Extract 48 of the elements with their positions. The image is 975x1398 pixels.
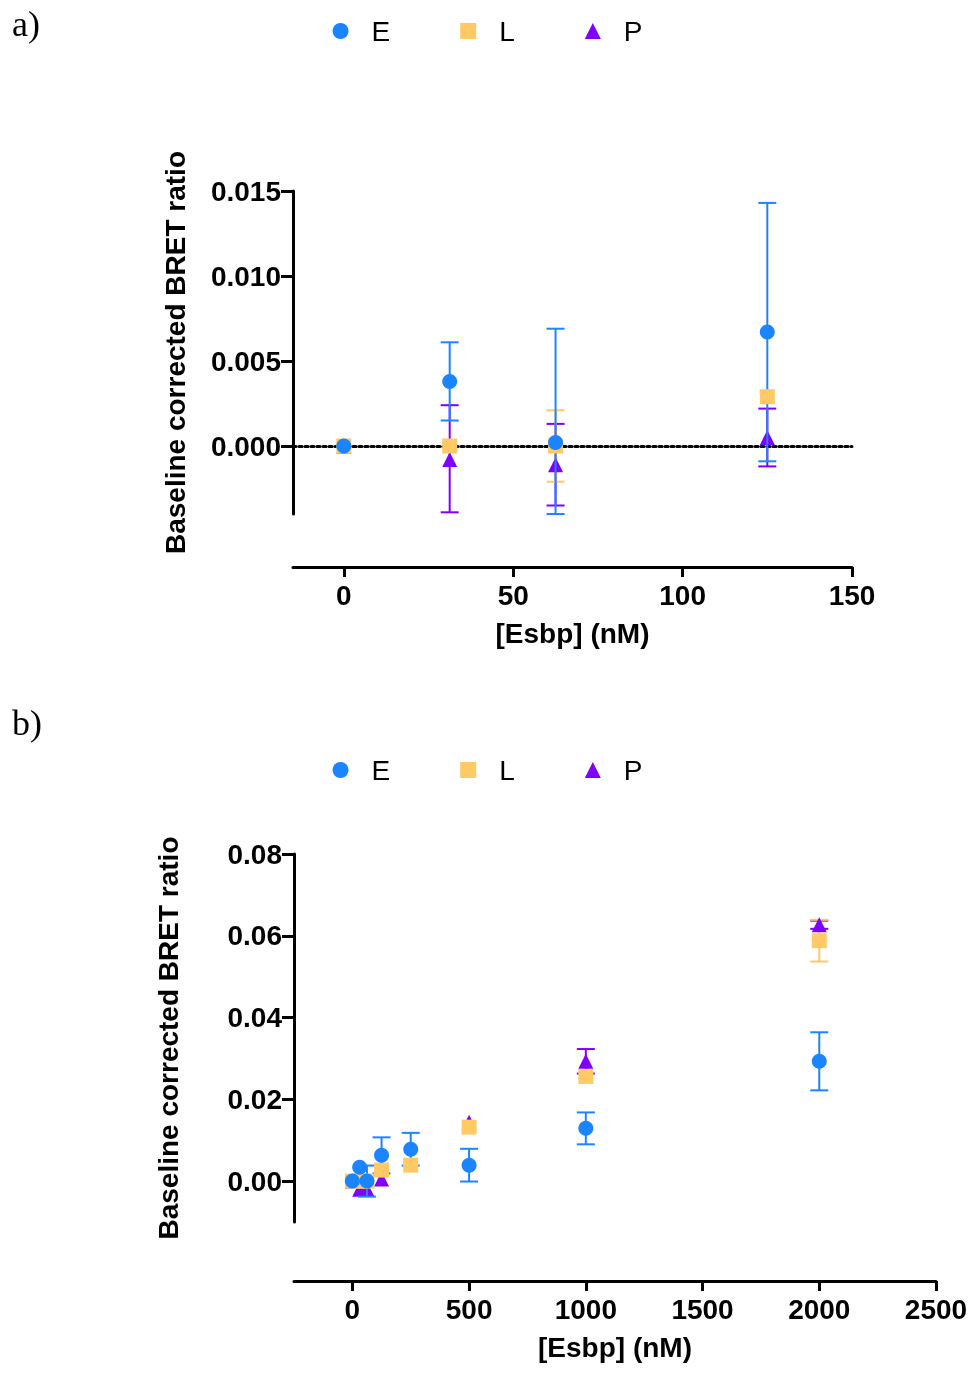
x-tick-label: 2500: [904, 1293, 968, 1325]
x-tick-label: 50: [497, 579, 529, 611]
y-tick-label: 0.06: [227, 920, 282, 952]
point: [442, 438, 458, 454]
y-tick-label: 0.02: [227, 1083, 282, 1115]
point: [461, 1157, 477, 1173]
point: [442, 373, 458, 389]
legend-label: E: [371, 754, 391, 786]
legend-label: E: [371, 15, 391, 47]
point: [442, 452, 458, 468]
text: b): [12, 703, 42, 743]
y-tick-label: 0.005: [210, 345, 281, 377]
x-tick-label: 100: [659, 579, 706, 611]
legend-label: L: [499, 754, 515, 786]
x-tick-label: 0: [336, 579, 352, 611]
x-tick-label: 0: [344, 1293, 361, 1325]
point: [759, 324, 775, 340]
point: [578, 1053, 594, 1069]
x-tick-label: 1500: [671, 1293, 734, 1325]
point: [403, 1141, 419, 1157]
x-tick-label: 1000: [554, 1293, 617, 1325]
x-tick-label: 150: [828, 579, 876, 611]
point: [578, 1120, 594, 1136]
legend-label: P: [623, 15, 643, 47]
point: [811, 1053, 827, 1069]
y-axis-title: Baseline corrected BRET ratio: [159, 150, 191, 555]
y-tick-label: 0.010: [210, 260, 281, 292]
point: [374, 1147, 390, 1163]
y-tick-label: 0.04: [227, 1002, 283, 1034]
y-tick-label: 0.015: [210, 175, 281, 207]
x-tick-label: 2000: [788, 1293, 851, 1325]
x-axis-title: [Esbp] (nM): [538, 1331, 692, 1363]
text: a): [12, 4, 40, 44]
point: [352, 1159, 368, 1175]
point: [578, 1068, 594, 1084]
y-tick-label: 0.08: [227, 838, 282, 870]
point: [759, 389, 775, 405]
x-axis-title: [Esbp] (nM): [495, 617, 650, 649]
y-axis-title: Baseline corrected BRET ratio: [152, 836, 184, 1240]
y-tick-label: 0.00: [227, 1165, 282, 1197]
point: [461, 1119, 477, 1135]
legend-label: P: [623, 754, 643, 786]
point: [403, 1157, 419, 1173]
point: [374, 1162, 390, 1178]
x-tick-label: 500: [445, 1293, 493, 1325]
legend-label: L: [499, 15, 515, 47]
y-tick-label: 0.000: [210, 430, 281, 462]
point: [811, 933, 827, 949]
